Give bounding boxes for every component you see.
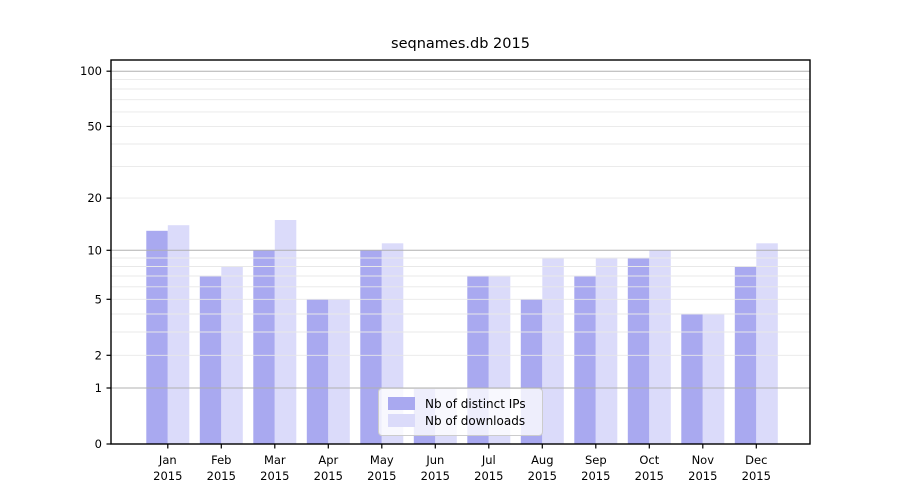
bar-nb-of-downloads-apr-2015 [328, 299, 350, 444]
x-tick-label-year: 2015 [474, 469, 503, 483]
bar-nb-of-distinct-ips-jan-2015 [146, 230, 168, 444]
y-tick-label: 10 [87, 243, 102, 257]
y-tick-label: 2 [95, 348, 102, 362]
legend-swatch-downloads [388, 414, 415, 427]
chart-title: seqnames.db 2015 [391, 36, 530, 52]
bar-nb-of-downloads-jan-2015 [167, 225, 190, 444]
bar-nb-of-distinct-ips-may-2015 [360, 250, 382, 444]
x-tick-label-year: 2015 [635, 469, 664, 483]
y-tick-label: 20 [87, 191, 102, 205]
y-tick-label: 50 [87, 119, 102, 133]
legend-label-downloads: Nb of downloads [425, 413, 526, 428]
y-tick-label: 1 [95, 381, 102, 395]
y-tick-label: 0 [95, 437, 102, 451]
x-tick-label-month: Jun [425, 453, 444, 467]
x-tick-label-year: 2015 [153, 469, 182, 483]
x-tick-label-month: Aug [531, 453, 553, 467]
bar-nb-of-distinct-ips-mar-2015 [253, 250, 275, 444]
x-tick-label-month: Jan [158, 453, 177, 467]
y-tick-label: 5 [95, 292, 102, 306]
plot-frame [110, 59, 811, 445]
bar-nb-of-downloads-aug-2015 [542, 258, 564, 444]
bar-nb-of-distinct-ips-feb-2015 [199, 276, 222, 444]
bar-nb-of-distinct-ips-nov-2015 [681, 314, 703, 444]
bar-nb-of-downloads-sep-2015 [595, 258, 618, 444]
y-tick-label: 100 [80, 64, 102, 78]
x-tick-label-month: May [370, 453, 394, 467]
x-tick-label-year: 2015 [528, 469, 557, 483]
x-tick-label-year: 2015 [207, 469, 236, 483]
bar-nb-of-distinct-ips-apr-2015 [306, 299, 329, 444]
x-tick-label-year: 2015 [314, 469, 343, 483]
x-tick-label-month: Feb [211, 453, 231, 467]
x-tick-label-month: Dec [745, 453, 767, 467]
x-tick-label-year: 2015 [688, 469, 717, 483]
x-tick-label-year: 2015 [367, 469, 396, 483]
bar-nb-of-downloads-nov-2015 [702, 314, 725, 444]
x-tick-label-year: 2015 [260, 469, 289, 483]
x-tick-label-year: 2015 [421, 469, 450, 483]
legend-label-distinct-ips: Nb of distinct IPs [425, 396, 526, 411]
x-tick-label-month: Jul [481, 453, 496, 467]
x-tick-label-month: Mar [264, 453, 286, 467]
x-tick-label-month: Nov [692, 453, 715, 467]
x-tick-label-year: 2015 [742, 469, 771, 483]
legend: Nb of distinct IPs Nb of downloads [378, 388, 543, 436]
bar-nb-of-downloads-oct-2015 [649, 250, 671, 444]
legend-row-distinct-ips: Nb of distinct IPs [388, 397, 542, 411]
legend-swatch-distinct-ips [388, 397, 415, 410]
x-tick-label-month: Sep [585, 453, 607, 467]
x-tick-label-month: Apr [318, 453, 338, 467]
bar-nb-of-downloads-dec-2015 [756, 243, 778, 444]
bar-nb-of-distinct-ips-oct-2015 [627, 258, 650, 444]
x-tick-label-month: Oct [639, 453, 659, 467]
x-tick-label-year: 2015 [581, 469, 610, 483]
legend-row-downloads: Nb of downloads [388, 414, 542, 428]
bar-nb-of-distinct-ips-sep-2015 [574, 276, 596, 444]
